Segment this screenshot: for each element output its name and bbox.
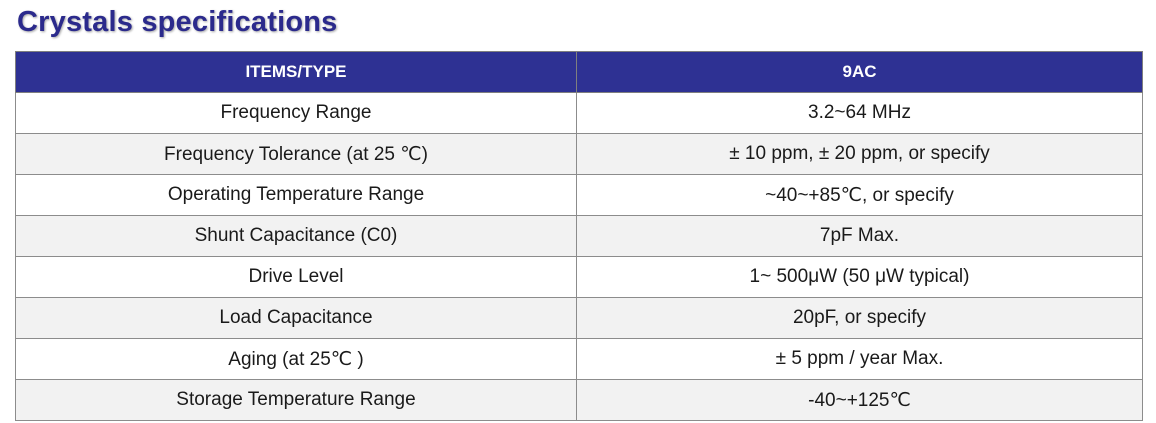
- item-cell: Load Capacitance: [15, 297, 577, 339]
- table-row: Frequency Tolerance (at 25 ℃) ± 10 ppm, …: [15, 133, 1143, 175]
- table-row: Frequency Range 3.2~64 MHz: [15, 92, 1143, 134]
- item-cell: Shunt Capacitance (C0): [15, 215, 577, 257]
- table-row: Operating Temperature Range ~40~+85℃, or…: [15, 174, 1143, 216]
- table-row: Drive Level 1~ 500μW (50 μW typical): [15, 256, 1143, 298]
- item-cell: Storage Temperature Range: [15, 379, 577, 421]
- table-row: Load Capacitance 20pF, or specify: [15, 297, 1143, 339]
- header-items-type: ITEMS/TYPE: [15, 51, 577, 93]
- table-row: Storage Temperature Range -40~+125℃: [15, 379, 1143, 421]
- item-cell: Drive Level: [15, 256, 577, 298]
- table-header-row: ITEMS/TYPE 9AC: [15, 51, 1143, 93]
- value-cell: 7pF Max.: [576, 215, 1143, 257]
- value-cell: ± 10 ppm, ± 20 ppm, or specify: [576, 133, 1143, 175]
- value-cell: -40~+125℃: [576, 379, 1143, 421]
- item-cell: Operating Temperature Range: [15, 174, 577, 216]
- value-cell: 3.2~64 MHz: [576, 92, 1143, 134]
- item-cell: Frequency Tolerance (at 25 ℃): [15, 133, 577, 175]
- value-cell: 20pF, or specify: [576, 297, 1143, 339]
- item-cell: Aging (at 25℃ ): [15, 338, 577, 380]
- table-row: Aging (at 25℃ ) ± 5 ppm / year Max.: [15, 338, 1143, 380]
- value-cell: 1~ 500μW (50 μW typical): [576, 256, 1143, 298]
- item-cell: Frequency Range: [15, 92, 577, 134]
- page-title: Crystals specifications: [17, 6, 338, 38]
- value-cell: ± 5 ppm / year Max.: [576, 338, 1143, 380]
- header-9ac: 9AC: [576, 51, 1143, 93]
- value-cell: ~40~+85℃, or specify: [576, 174, 1143, 216]
- table-row: Shunt Capacitance (C0) 7pF Max.: [15, 215, 1143, 257]
- specifications-table: ITEMS/TYPE 9AC Frequency Range 3.2~64 MH…: [15, 51, 1143, 421]
